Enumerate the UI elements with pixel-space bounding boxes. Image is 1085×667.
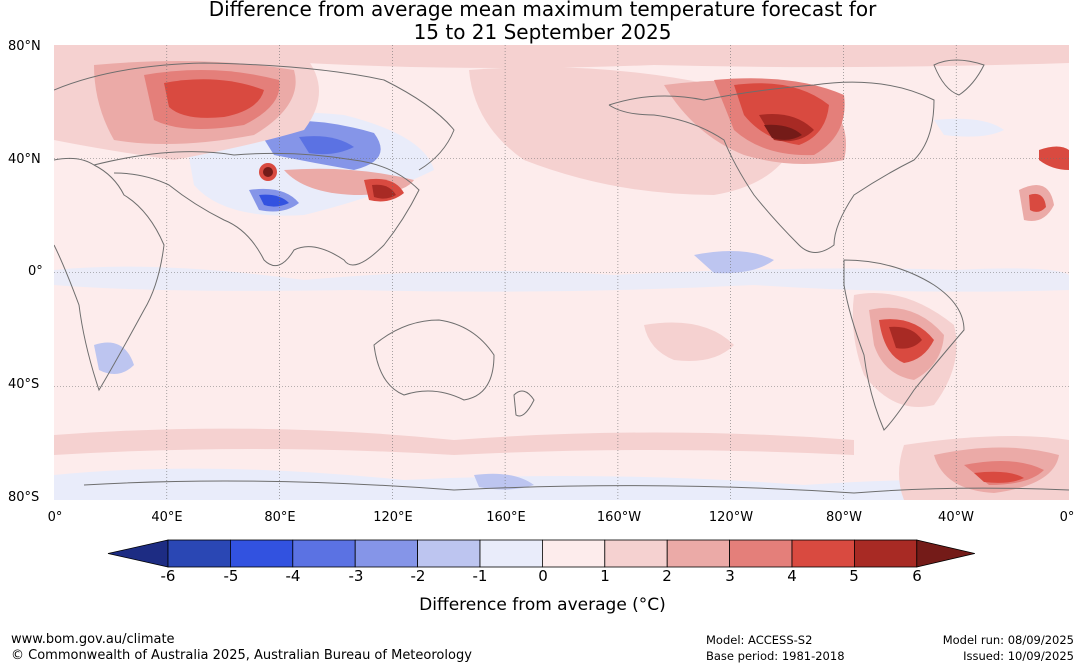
colorbar-tick: 3 xyxy=(725,567,735,585)
coast-africa xyxy=(54,157,165,392)
colorbar-segment xyxy=(354,539,418,568)
coast-eurasia-south xyxy=(93,151,420,267)
colorbar-tick: 4 xyxy=(787,567,797,585)
lon-label-0-right: 0° xyxy=(1059,510,1075,525)
colorbar-tick: -2 xyxy=(410,567,426,585)
colorbar-segment xyxy=(604,539,668,568)
temperature-anomaly-map xyxy=(54,45,1069,500)
colorbar-arrow-high xyxy=(916,539,975,568)
colorbar xyxy=(107,539,975,568)
coast-eurasia-north xyxy=(54,62,455,171)
graticule xyxy=(54,45,1069,500)
colorbar-tick: -1 xyxy=(472,567,488,585)
lat-label-80s: 80°S xyxy=(8,490,40,505)
coast-new-zealand xyxy=(513,390,535,417)
colorbar-segment xyxy=(854,539,918,568)
footer-copyright: © Commonwealth of Australia 2025, Austra… xyxy=(11,648,472,663)
lon-label-40w: 40°W xyxy=(938,510,974,525)
colorbar-segment xyxy=(167,539,231,568)
footer-issued: Issued: 10/09/2025 xyxy=(963,649,1074,663)
lon-label-160e: 160°E xyxy=(486,510,526,525)
colorbar-tick: 2 xyxy=(662,567,672,585)
coast-antarctica xyxy=(83,480,1069,494)
colorbar-tick: -5 xyxy=(223,567,239,585)
lon-label-0-left: 0° xyxy=(47,510,63,525)
lat-label-40s: 40°S xyxy=(8,377,40,392)
colorbar-tick: -4 xyxy=(285,567,301,585)
warm-anomaly-layer xyxy=(54,45,1069,500)
colorbar-tick: 6 xyxy=(912,567,922,585)
colorbar-tick: 1 xyxy=(600,567,610,585)
coast-australia xyxy=(373,319,495,401)
lon-label-40e: 40°E xyxy=(151,510,183,525)
footer-model: Model: ACCESS-S2 xyxy=(706,633,813,647)
colorbar-segment xyxy=(666,539,731,568)
coastlines xyxy=(54,59,1069,494)
colorbar-tick: -3 xyxy=(348,567,364,585)
lon-label-80e: 80°E xyxy=(264,510,296,525)
footer-model-run: Model run: 08/09/2025 xyxy=(942,633,1074,647)
footer-url[interactable]: www.bom.gov.au/climate xyxy=(11,632,175,647)
lon-label-160w: 160°W xyxy=(596,510,642,525)
coast-south-america xyxy=(843,259,965,431)
colorbar-segment xyxy=(292,539,356,568)
footer-base-period: Base period: 1981-2018 xyxy=(706,649,845,663)
coast-north-america xyxy=(608,81,935,253)
lat-label-80n: 80°N xyxy=(8,39,41,54)
colorbar-label: Difference from average (°C) xyxy=(419,595,666,615)
colorbar-segment xyxy=(479,539,543,568)
colorbar-segment xyxy=(230,539,294,568)
lat-label-equator: 0° xyxy=(28,264,43,279)
lon-label-80w: 80°W xyxy=(826,510,862,525)
colorbar-segment xyxy=(791,539,855,568)
lon-label-120e: 120°E xyxy=(373,510,413,525)
lat-label-40n: 40°N xyxy=(8,152,41,167)
colorbar-tick: 5 xyxy=(849,567,859,585)
colorbar-segment xyxy=(729,539,793,568)
colorbar-segment xyxy=(541,539,606,568)
colorbar-arrow-low xyxy=(107,539,169,568)
map-title-line1: Difference from average mean maximum tem… xyxy=(208,0,877,21)
colorbar-segment xyxy=(417,539,481,568)
map-title-line2: 15 to 21 September 2025 xyxy=(413,20,672,44)
lon-label-120w: 120°W xyxy=(708,510,754,525)
colorbar-tick: 0 xyxy=(538,567,548,585)
colorbar-tick: -6 xyxy=(160,567,176,585)
